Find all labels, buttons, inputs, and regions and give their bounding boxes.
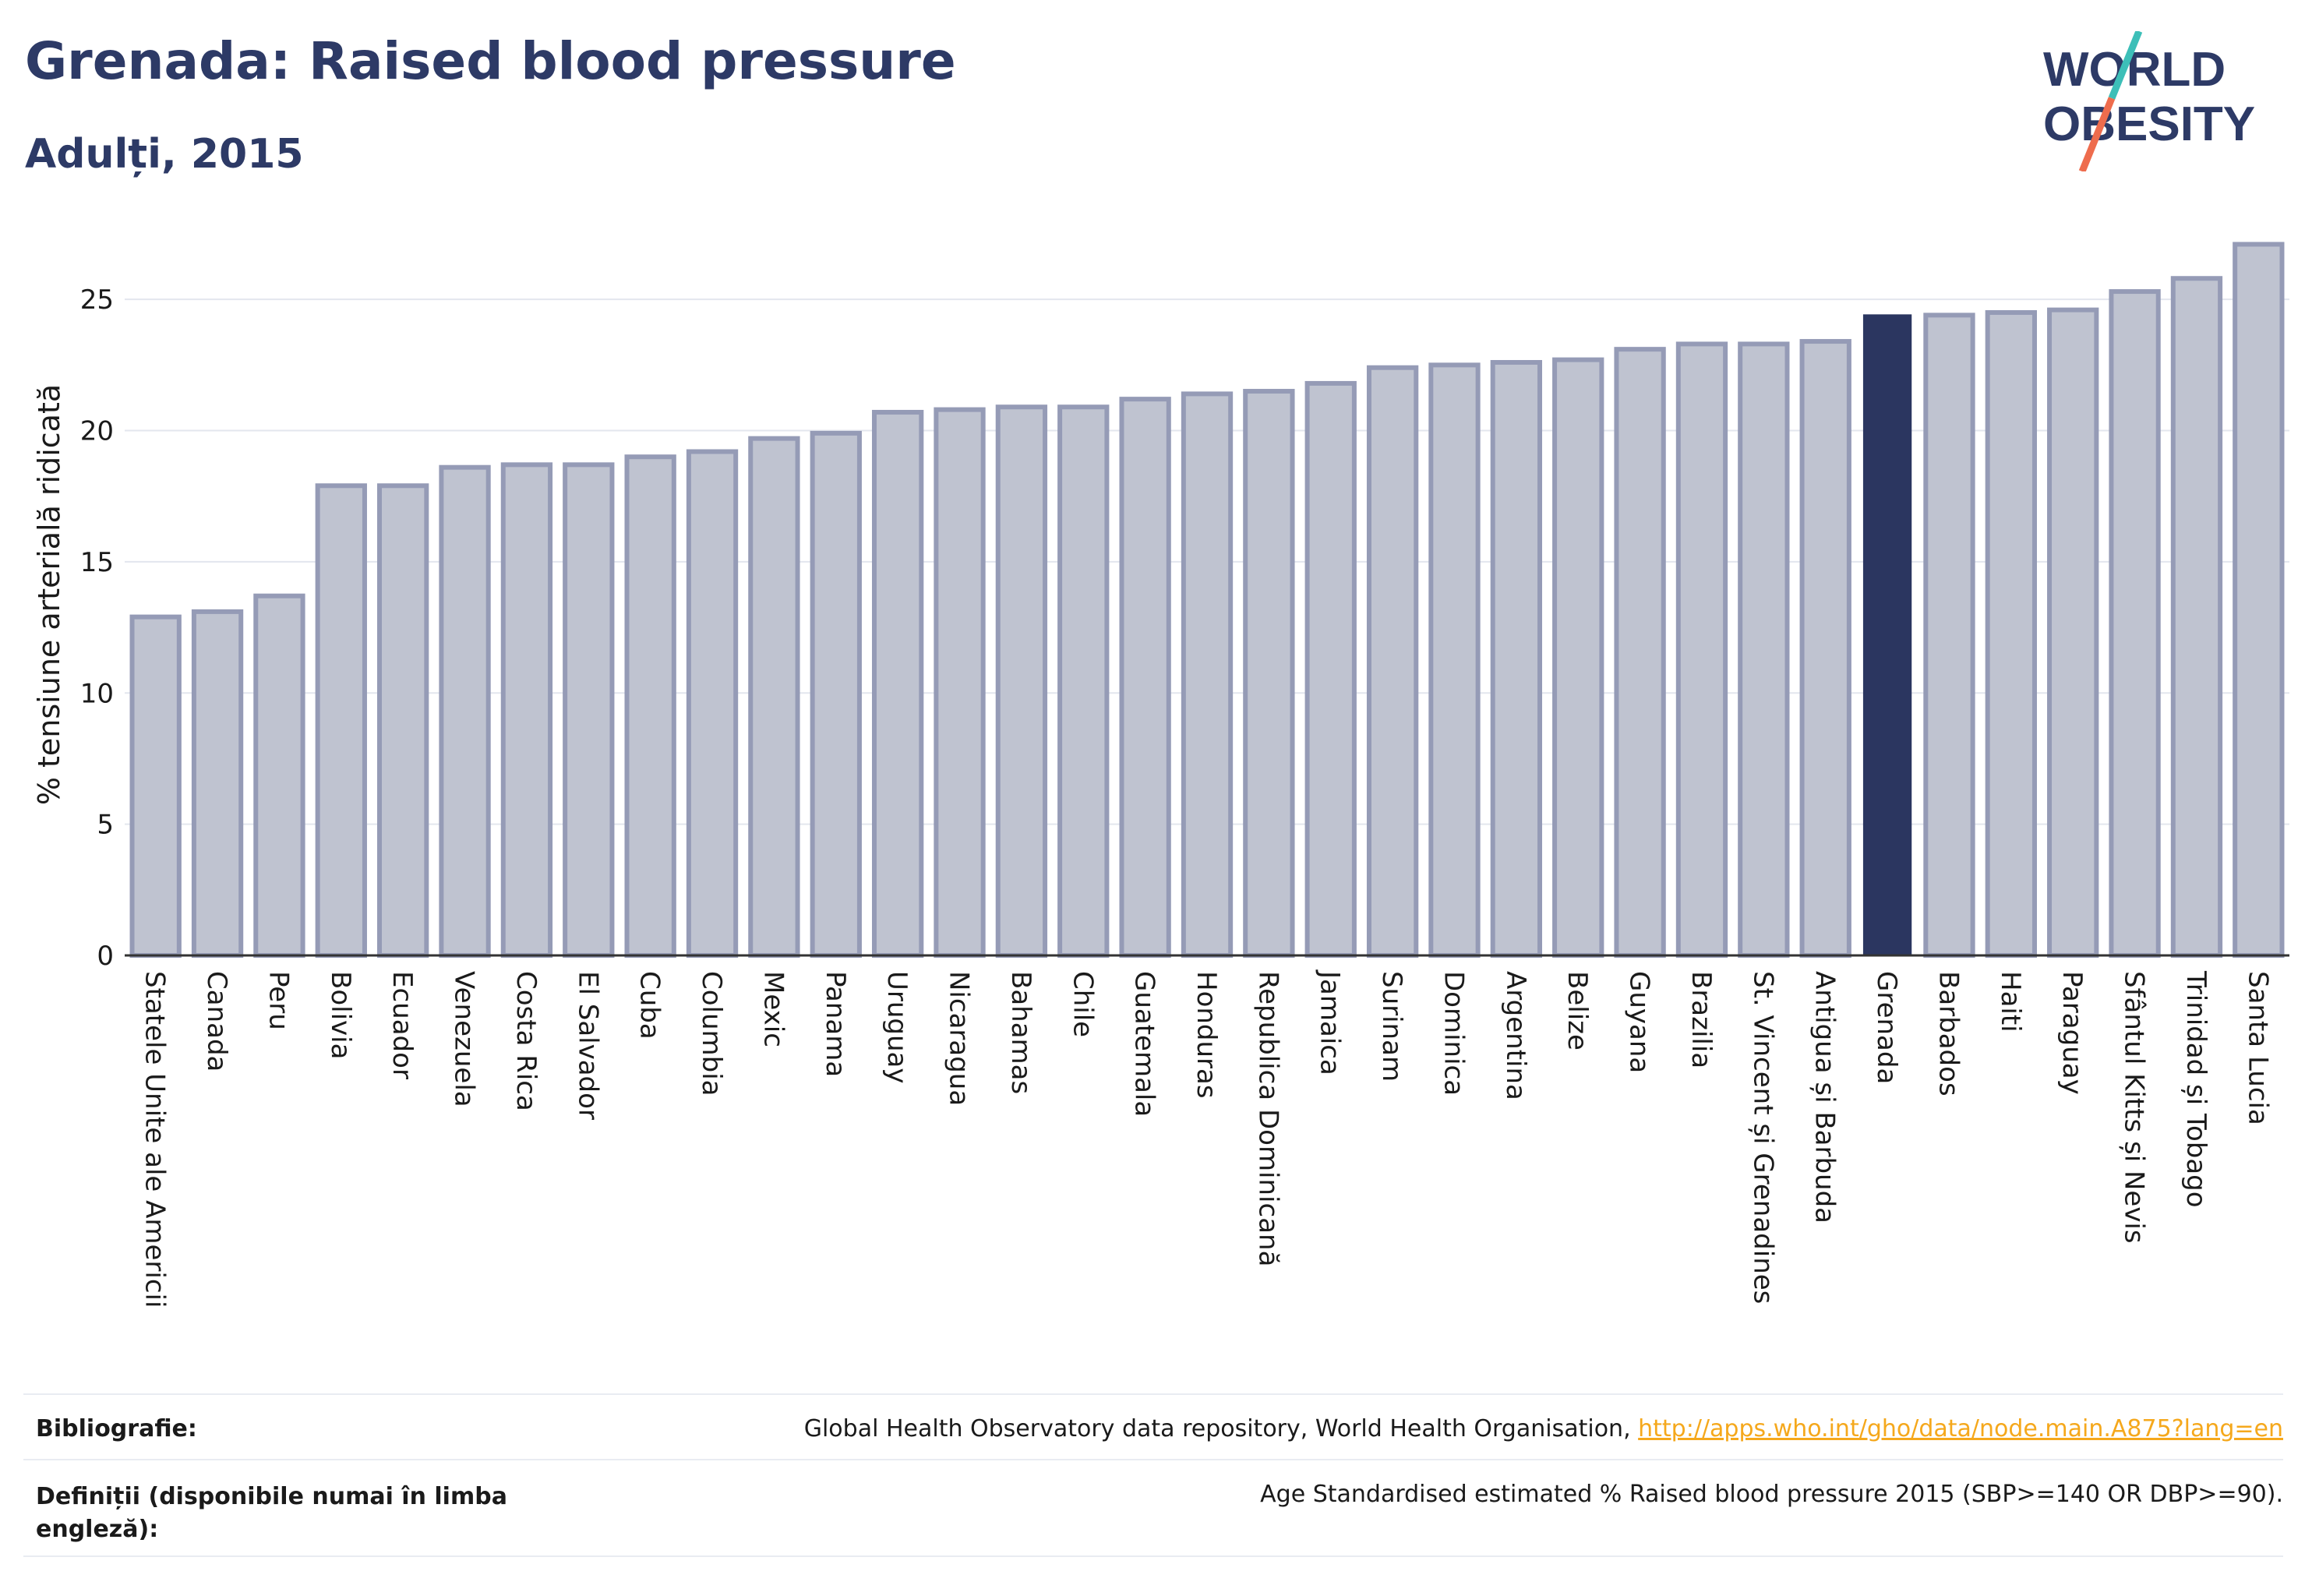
bar <box>934 407 986 958</box>
x-tick-label: Mexic <box>757 971 789 1047</box>
bar <box>1738 341 1790 958</box>
logo-slash-top <box>2108 31 2143 100</box>
bar <box>1985 310 2037 958</box>
bar <box>377 483 429 958</box>
definitions-value: Age Standardised estimated % Raised bloo… <box>1260 1481 2283 1508</box>
definitions-label: Definiții (disponibile numai în limba eng… <box>36 1481 507 1546</box>
x-tick-label: Brazilia <box>1686 971 1717 1068</box>
y-tick-label: 0 <box>97 941 114 972</box>
x-tick-label: Jamaica <box>1315 969 1346 1075</box>
x-tick-label: Cuba <box>634 971 665 1040</box>
logo-line2: OBESITY <box>2043 97 2255 151</box>
x-tick-label: Dominica <box>1438 971 1469 1096</box>
x-tick-label: Grenada <box>1871 971 1902 1084</box>
footer-divider-middle <box>23 1459 2283 1460</box>
bar <box>1799 339 1851 959</box>
bibliography-value: Global Health Observatory data repositor… <box>804 1415 2283 1442</box>
bar <box>1304 380 1357 958</box>
x-tick-label: Costa Rica <box>510 971 542 1111</box>
x-tick-label: Honduras <box>1191 971 1222 1099</box>
y-axis-label: % tensiune arterială ridicată <box>32 384 66 805</box>
y-tick-label: 20 <box>80 416 114 447</box>
chart-subtitle: Adulți, 2015 <box>25 131 304 178</box>
x-tick-label: Antigua și Barbuda <box>1809 971 1841 1223</box>
bar <box>1552 357 1604 958</box>
bar <box>129 614 182 958</box>
bibliography-link[interactable]: http://apps.who.int/gho/data/node.main.A… <box>1638 1415 2283 1442</box>
x-tick-label: Ecuador <box>387 971 418 1079</box>
bibliography-row: Bibliografie: Global Health Observatory … <box>23 1407 2283 1454</box>
chart-title: Grenada: Raised blood pressure <box>25 31 956 91</box>
bar <box>2109 289 2161 958</box>
x-tick-label: Haiti <box>1995 971 2026 1033</box>
bar <box>1675 341 1728 958</box>
bar <box>1428 362 1481 958</box>
definitions-label-line1: Definiții (disponibile numai în limba <box>36 1483 507 1510</box>
footer-divider-bottom <box>23 1555 2283 1557</box>
bar-chart: 0 5 10 15 20 25 % tensiune arterială ridicată S… <box>32 242 2289 1308</box>
logo-slash-bottom <box>2078 97 2116 171</box>
x-tick-label: Peru <box>263 971 294 1030</box>
x-tick-label: Canada <box>201 971 232 1072</box>
x-tick-label: Statele Unite ale Americii <box>139 971 171 1308</box>
x-tick-label: Panama <box>820 971 851 1077</box>
logo-line1: WORLD <box>2043 43 2226 97</box>
x-tick-label: Nicaragua <box>944 971 975 1106</box>
bar <box>686 449 739 958</box>
x-tick-label: Argentina <box>1500 971 1531 1100</box>
x-tick-label: Guyana <box>1624 971 1655 1073</box>
x-tick-label: St. Vincent și Grenadines <box>1747 971 1778 1304</box>
y-tick-label: 15 <box>80 547 114 578</box>
bar-highlight <box>1862 314 1912 957</box>
bar <box>2233 242 2285 958</box>
x-tick-label: Paraguay <box>2056 971 2088 1095</box>
bibliography-text: Global Health Observatory data repositor… <box>803 1415 1639 1442</box>
bar <box>624 454 676 958</box>
bar <box>191 609 244 958</box>
bar <box>1243 389 1295 958</box>
bar <box>439 464 491 958</box>
x-tick-label: Bolivia <box>325 971 356 1059</box>
x-tick-label: Uruguay <box>881 971 912 1084</box>
bar <box>1614 347 1666 959</box>
x-tick-label: Surinam <box>1376 971 1407 1082</box>
bibliography-label: Bibliografie: <box>36 1415 197 1442</box>
x-tick-label: El Salvador <box>572 971 603 1120</box>
bar <box>315 483 367 958</box>
x-tick-label: Columbia <box>696 971 727 1096</box>
bar <box>1366 365 1419 958</box>
y-tick-label: 25 <box>80 284 114 316</box>
bar <box>253 593 305 959</box>
bar <box>1057 404 1110 958</box>
x-tick-label: Guatemala <box>1129 971 1160 1117</box>
bar <box>500 462 553 958</box>
bar <box>1490 359 1543 959</box>
x-tick-label: Venezuela <box>449 971 480 1107</box>
footer-divider-top <box>23 1393 2283 1395</box>
bar <box>563 462 615 958</box>
bar <box>2170 276 2223 958</box>
x-tick-label: Bahamas <box>1005 971 1036 1094</box>
x-tick-label: Republica Dominicană <box>1252 971 1283 1266</box>
world-obesity-logo: WORLD OBESITY <box>2043 31 2255 171</box>
x-tick-label: Sfântul Kitts și Nevis <box>2119 971 2150 1244</box>
x-tick-label: Belize <box>1562 971 1593 1050</box>
bar <box>1181 391 1234 958</box>
x-tick-label: Barbados <box>1933 971 1964 1096</box>
bar <box>748 436 800 958</box>
bar <box>995 404 1048 958</box>
bar <box>810 430 862 958</box>
bar <box>1119 397 1171 958</box>
x-tick-label: Chile <box>1067 971 1098 1037</box>
x-tick-label: Santa Lucia <box>2242 971 2273 1125</box>
definitions-row: Definiții (disponibile numai în limba eng… <box>23 1471 2283 1549</box>
bar <box>1923 312 1975 959</box>
bar <box>871 409 924 958</box>
bar <box>2047 307 2099 959</box>
x-tick-label: Trinidad și Tobago <box>2180 970 2211 1208</box>
definitions-label-line2: engleză): <box>36 1516 159 1543</box>
y-tick-label: 10 <box>80 678 114 709</box>
y-tick-label: 5 <box>97 810 114 841</box>
